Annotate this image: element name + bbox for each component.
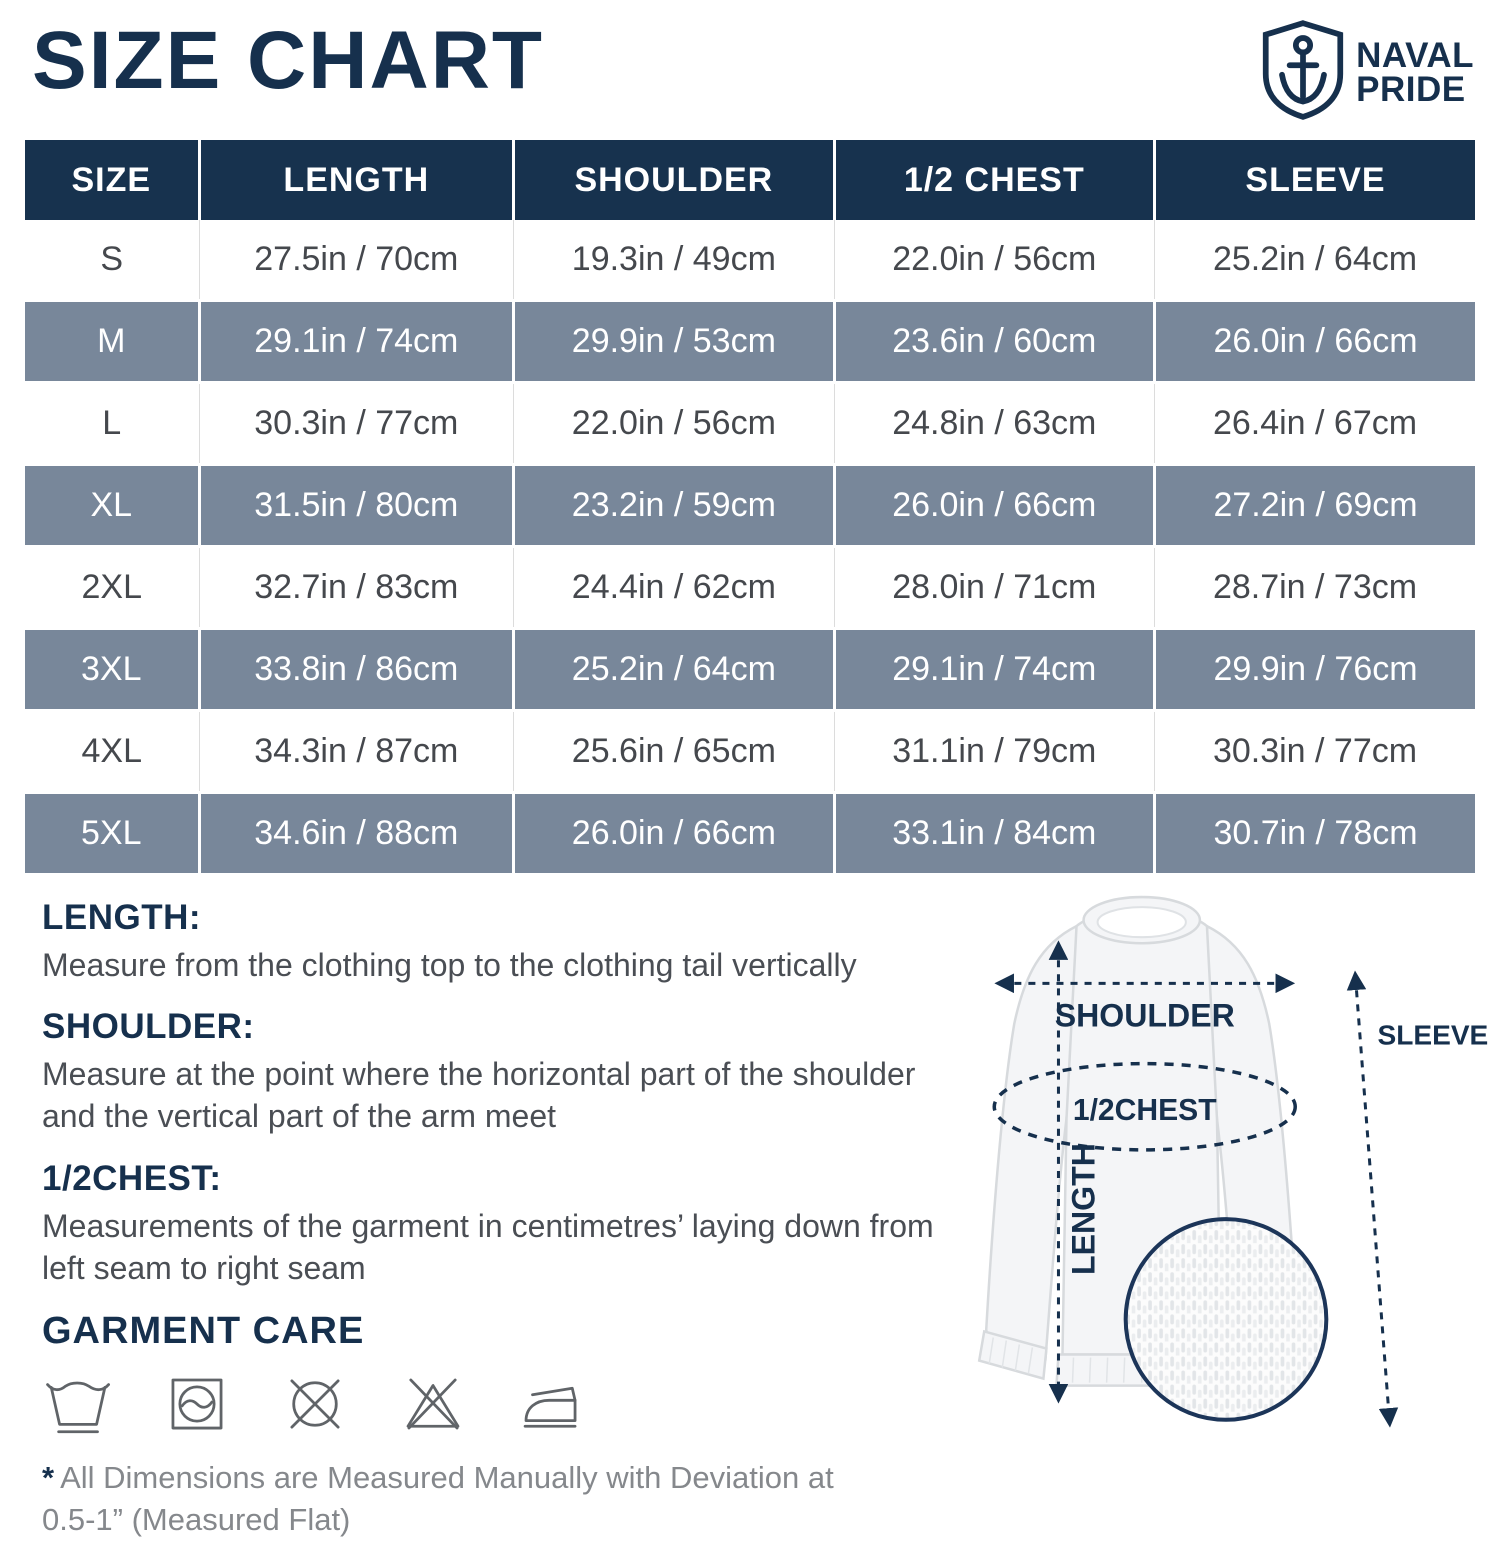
cell-length: 31.5in / 80cm (197, 463, 514, 548)
tumble-dry-icon (160, 1367, 234, 1441)
cell-size: L (25, 382, 199, 465)
footnote: * All Dimensions are Measured Manually wi… (42, 1457, 842, 1541)
cell-size: S (25, 220, 199, 301)
table-row: 5XL 34.6in / 88cm 26.0in / 66cm 33.1in /… (25, 791, 1475, 876)
cell-half-chest: 22.0in / 56cm (833, 220, 1155, 301)
brand-logo: NAVAL PRIDE (1260, 20, 1474, 125)
cell-half-chest: 31.1in / 79cm (833, 710, 1155, 793)
cell-sleeve: 28.7in / 73cm (1154, 546, 1475, 629)
table-row: XL 31.5in / 80cm 23.2in / 59cm 26.0in / … (25, 463, 1475, 548)
anchor-shield-icon (1260, 20, 1346, 125)
table-row: S 27.5in / 70cm 19.3in / 49cm 22.0in / 5… (25, 220, 1475, 301)
asterisk-marker: * (42, 1460, 55, 1496)
footnote-text: All Dimensions are Measured Manually wit… (42, 1460, 834, 1538)
cell-sleeve: 29.9in / 76cm (1153, 627, 1475, 712)
cell-size: 4XL (25, 710, 199, 793)
cell-length: 29.1in / 74cm (197, 299, 514, 384)
table-row: M 29.1in / 74cm 29.9in / 53cm 23.6in / 6… (25, 299, 1475, 384)
length-label: LENGTH (1066, 1143, 1102, 1275)
cell-length: 32.7in / 83cm (198, 546, 514, 629)
half-chest-ellipse (992, 1061, 1297, 1152)
garment-care-title: GARMENT CARE (42, 1310, 365, 1353)
table-row: 2XL 32.7in / 83cm 24.4in / 62cm 28.0in /… (25, 546, 1475, 629)
sleeve-label: SLEEVE (1377, 1020, 1488, 1051)
table-header-row: SIZE LENGTH SHOULDER 1/2 CHEST SLEEVE (25, 140, 1475, 220)
sleeve-arrow (1346, 970, 1399, 1428)
sweater-measurement-diagram: SHOULDER 1/2CHEST LENGTH SLEEVE (948, 878, 1500, 1500)
size-chart-table: SIZE LENGTH SHOULDER 1/2 CHEST SLEEVE S … (25, 140, 1475, 876)
cell-sleeve: 25.2in / 64cm (1154, 220, 1475, 301)
half-chest-label: 1/2CHEST (1073, 1094, 1217, 1127)
cell-size: XL (25, 463, 199, 548)
column-header-length: LENGTH (197, 140, 514, 220)
cell-shoulder: 24.4in / 62cm (513, 546, 835, 629)
cell-shoulder: 22.0in / 56cm (513, 382, 835, 465)
column-header-size: SIZE (25, 140, 199, 220)
cell-length: 34.6in / 88cm (197, 791, 514, 876)
cell-length: 34.3in / 87cm (198, 710, 514, 793)
brand-name: NAVAL PRIDE (1356, 36, 1474, 109)
cell-sleeve: 30.7in / 78cm (1153, 791, 1475, 876)
definition-term: LENGTH: (42, 898, 202, 937)
definition-description: Measure at the point where the horizonta… (42, 1056, 916, 1135)
shoulder-label: SHOULDER (1055, 997, 1235, 1033)
definition-term: SHOULDER: (42, 1007, 255, 1047)
cell-half-chest: 28.0in / 71cm (833, 546, 1155, 629)
cell-shoulder: 19.3in / 49cm (513, 220, 835, 301)
column-header-shoulder: SHOULDER (512, 140, 835, 220)
cell-half-chest: 24.8in / 63cm (833, 382, 1155, 465)
cell-shoulder: 25.6in / 65cm (513, 710, 835, 793)
cell-shoulder: 29.9in / 53cm (512, 299, 835, 384)
definition-description: Measurements of the garment in centimetr… (42, 1207, 934, 1286)
cell-half-chest: 33.1in / 84cm (832, 791, 1155, 876)
column-header-half-chest: 1/2 CHEST (832, 140, 1155, 220)
definition-term: 1/2CHEST: (42, 1158, 222, 1198)
cell-length: 27.5in / 70cm (198, 220, 514, 301)
garment-care-icons (42, 1367, 967, 1441)
measurement-definitions: LENGTH: Measure from the clothing top to… (42, 898, 967, 1541)
cell-size: 3XL (25, 627, 199, 712)
cell-sleeve: 27.2in / 69cm (1153, 463, 1475, 548)
cell-size: 2XL (25, 546, 199, 629)
cell-sleeve: 30.3in / 77cm (1154, 710, 1475, 793)
fabric-swatch (1123, 1217, 1329, 1422)
cell-size: 5XL (25, 791, 199, 876)
iron-icon (514, 1367, 588, 1441)
definition-description: Measure from the clothing top to the clo… (42, 947, 857, 983)
cell-size: M (25, 299, 199, 384)
cell-length: 30.3in / 77cm (198, 382, 514, 465)
column-header-sleeve: SLEEVE (1153, 140, 1475, 220)
cell-shoulder: 23.2in / 59cm (512, 463, 835, 548)
wash-tub-icon (42, 1367, 116, 1441)
cell-shoulder: 25.2in / 64cm (512, 627, 835, 712)
cell-sleeve: 26.4in / 67cm (1154, 382, 1475, 465)
do-not-dry-clean-icon (278, 1367, 352, 1441)
cell-half-chest: 23.6in / 60cm (832, 299, 1155, 384)
do-not-bleach-icon (396, 1367, 470, 1441)
cell-sleeve: 26.0in / 66cm (1153, 299, 1475, 384)
cell-shoulder: 26.0in / 66cm (512, 791, 835, 876)
cell-length: 33.8in / 86cm (197, 627, 514, 712)
page-title: SIZE CHART (32, 15, 544, 106)
cell-half-chest: 29.1in / 74cm (832, 627, 1155, 712)
cell-half-chest: 26.0in / 66cm (832, 463, 1155, 548)
table-row: 4XL 34.3in / 87cm 25.6in / 65cm 31.1in /… (25, 710, 1475, 793)
table-row: L 30.3in / 77cm 22.0in / 56cm 24.8in / 6… (25, 382, 1475, 465)
table-row: 3XL 33.8in / 86cm 25.2in / 64cm 29.1in /… (25, 627, 1475, 712)
